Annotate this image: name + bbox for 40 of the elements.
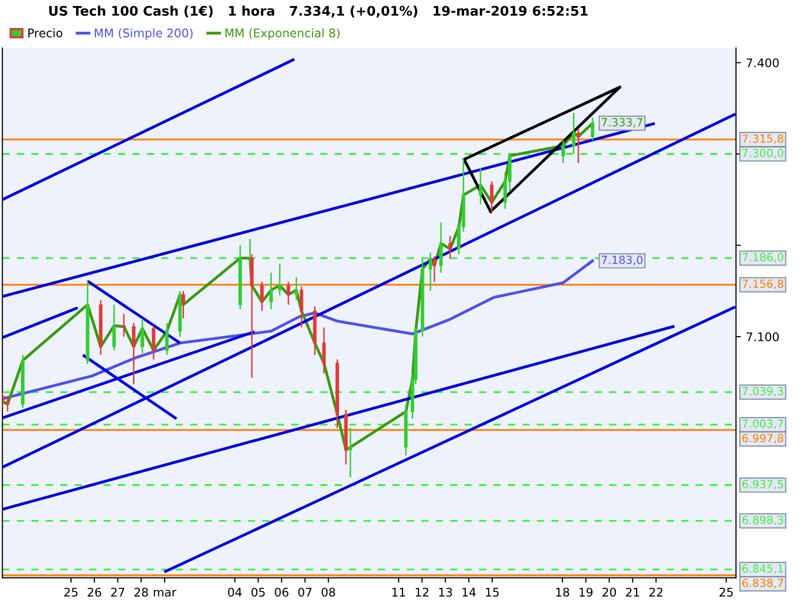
x-tick-label: 28 [134, 588, 148, 597]
chart-title: US Tech 100 Cash (1€) 1 hora 7.334,1 (+0,01%) 19-mar-2019 6:52:51 [49, 6, 588, 18]
y-tick-label: 7.400 [746, 58, 779, 68]
x-tick-label: 25 [720, 588, 733, 597]
ref-line-label: 7.300,0 [742, 148, 784, 158]
x-tick-label: 12 [416, 588, 428, 596]
legend-label: MM (Simple 200) [94, 28, 193, 40]
x-tick-label: 08 [322, 588, 336, 597]
ref-line-label: 6.937,5 [742, 480, 784, 490]
x-tick-label: 13 [439, 588, 452, 597]
x-tick-label: 04 [228, 588, 242, 597]
ref-line-label: 7.156,8 [742, 280, 784, 290]
ref-line-label: 7.039,3 [742, 386, 784, 396]
legend-label: Precio [28, 28, 62, 38]
data-label: 7.183,0 [602, 256, 643, 266]
ref-line-label: 6.898,3 [742, 516, 784, 526]
x-tick-label: 22 [649, 588, 662, 596]
x-tick-label: 21 [626, 588, 640, 596]
ref-line-label: 6.838,7 [742, 578, 784, 588]
x-tick-label: 06 [274, 588, 288, 597]
x-tick-label: 25 [64, 588, 78, 597]
x-tick-label: 19 [580, 588, 593, 597]
x-tick-label: mar [154, 590, 176, 597]
data-label: 7.333,7 [602, 118, 642, 128]
x-tick-label: 05 [251, 588, 265, 597]
ref-line-label: 7.186,0 [742, 252, 784, 262]
x-tick-label: 27 [111, 588, 124, 596]
x-tick-label: 15 [486, 588, 499, 597]
ref-line-label: 7.315,8 [742, 134, 784, 144]
legend-label: MM (Exponencial 8) [225, 28, 340, 40]
ref-line-label: 6.997,8 [742, 434, 784, 444]
ref-line-label: 6.845,1 [742, 564, 783, 574]
ref-line-label: 7.003,7 [742, 419, 784, 429]
x-tick-label: 26 [88, 588, 102, 597]
x-tick-label: 14 [462, 588, 476, 596]
x-tick-label: 20 [602, 588, 616, 597]
x-tick-label: 07 [298, 588, 312, 597]
y-tick-label: 7.100 [746, 332, 779, 342]
x-tick-label: 11 [392, 588, 406, 596]
x-tick-label: 18 [556, 588, 570, 597]
